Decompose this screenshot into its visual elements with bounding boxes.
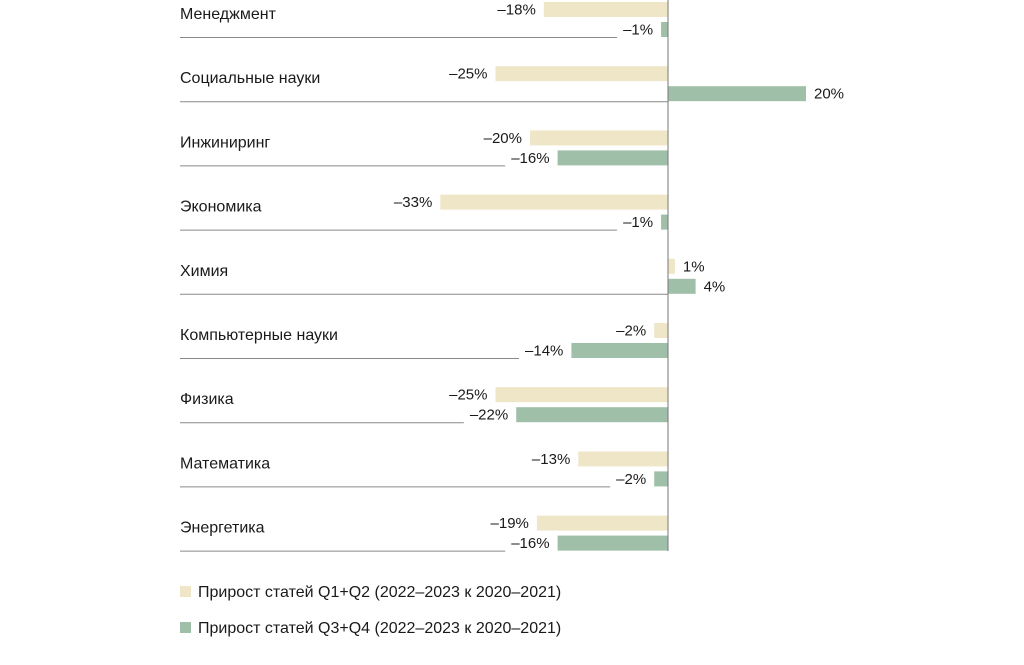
bar-q3q4 (668, 278, 696, 294)
category-label: Математика (180, 455, 270, 472)
legend-swatch (180, 622, 191, 633)
value-label-q1q2: –25% (449, 387, 487, 404)
legend-swatch (180, 586, 191, 597)
value-label-q1q2: –2% (616, 323, 646, 340)
value-label-q1q2: 1% (683, 258, 705, 275)
bar-q1q2 (495, 387, 668, 403)
category-label: Инжиниринг (180, 134, 270, 151)
bar-q3q4 (661, 22, 668, 37)
category-label: Химия (180, 263, 228, 280)
bar-q3q4 (516, 407, 668, 423)
category-label: Экономика (180, 199, 262, 216)
bar-q3q4 (557, 535, 668, 551)
bar-q3q4 (557, 150, 668, 166)
category-label: Социальные науки (180, 70, 320, 87)
value-label-q1q2: –20% (484, 130, 522, 147)
value-label-q1q2: –18% (497, 2, 535, 19)
value-label-q3q4: –1% (623, 22, 653, 39)
bar-q1q2 (495, 66, 668, 82)
value-label-q1q2: –33% (394, 194, 432, 211)
category-label: Компьютерные науки (180, 327, 338, 344)
value-label-q1q2: –25% (449, 66, 487, 83)
value-label-q3q4: –16% (511, 535, 549, 552)
bar-q1q2 (578, 451, 668, 467)
bar-q1q2 (668, 258, 675, 274)
value-label-q1q2: –19% (491, 515, 529, 532)
bar-q1q2 (543, 2, 668, 17)
legend-label: Прирост статей Q3+Q4 (2022–2023 к 2020–2… (198, 620, 561, 637)
bar-q1q2 (530, 130, 668, 146)
bar-q1q2 (440, 194, 668, 210)
value-label-q3q4: –1% (623, 214, 653, 231)
value-label-q3q4: –14% (525, 343, 563, 360)
legend-label: Прирост статей Q1+Q2 (2022–2023 к 2020–2… (198, 584, 561, 601)
value-label-q3q4: 4% (704, 278, 726, 295)
bar-q3q4 (661, 214, 668, 230)
bar-q3q4 (654, 471, 668, 487)
bar-q3q4 (668, 86, 806, 102)
value-label-q3q4: 20% (814, 86, 844, 103)
bar-q3q4 (571, 343, 668, 358)
bar-q1q2 (654, 323, 668, 338)
value-label-q3q4: –22% (470, 407, 508, 424)
category-label: Менеджмент (180, 6, 277, 23)
bar-q1q2 (536, 515, 668, 531)
category-label: Энергетика (180, 520, 265, 537)
value-label-q1q2: –13% (532, 451, 570, 468)
category-label: Физика (180, 391, 234, 408)
value-label-q3q4: –16% (511, 150, 549, 167)
value-label-q3q4: –2% (616, 471, 646, 488)
